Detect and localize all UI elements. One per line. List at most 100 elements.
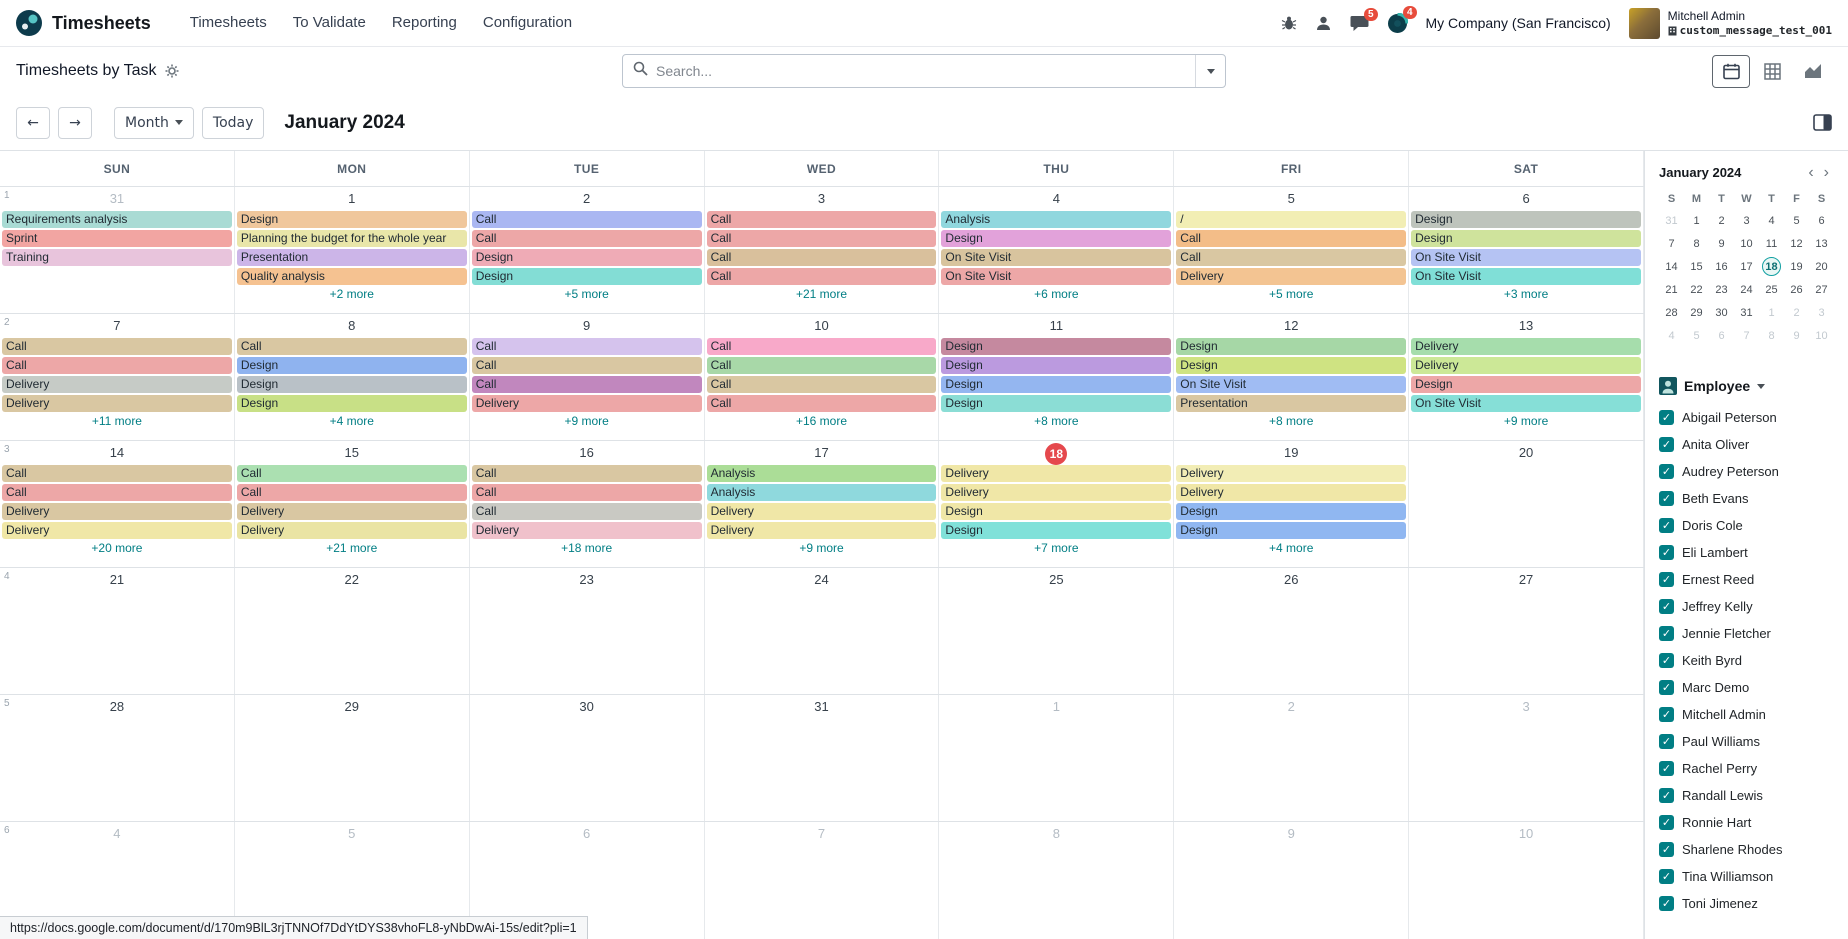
user-menu[interactable]: Mitchell Admin custom_message_test_001	[1628, 7, 1832, 39]
calendar-event[interactable]: Call	[471, 503, 702, 520]
day-cell[interactable]: 9	[1174, 822, 1410, 939]
calendar-event[interactable]: Call	[706, 249, 937, 266]
mini-day[interactable]: 23	[1715, 283, 1728, 296]
calendar-event[interactable]: Call	[706, 357, 937, 374]
day-cell[interactable]: 14 Call Call Delivery Delivery +20 more	[0, 441, 235, 567]
checkbox-checked-icon[interactable]: ✓	[1659, 707, 1674, 722]
employee-filter-item[interactable]: ✓ Abigail Peterson	[1659, 404, 1834, 431]
calendar-event[interactable]: Design	[941, 503, 1172, 520]
checkbox-checked-icon[interactable]: ✓	[1659, 653, 1674, 668]
mini-day[interactable]: 29	[1690, 306, 1703, 319]
day-cell[interactable]: 2	[1174, 695, 1410, 821]
day-cell[interactable]: 3	[1409, 695, 1644, 821]
calendar-event[interactable]: Delivery	[941, 465, 1172, 482]
mini-day[interactable]: 2	[1793, 306, 1800, 319]
search-filters-toggle[interactable]	[1195, 55, 1225, 87]
mini-day[interactable]: 7	[1668, 237, 1675, 250]
day-cell[interactable]: 25	[939, 568, 1175, 694]
calendar-event[interactable]: Design	[1176, 522, 1407, 539]
day-cell[interactable]: 9 Call Call Call Delivery +9 more	[469, 314, 705, 440]
calendar-event[interactable]: Call	[471, 211, 702, 228]
calendar-event[interactable]: On Site Visit	[1411, 249, 1641, 266]
calendar-event[interactable]: On Site Visit	[1176, 376, 1407, 393]
calendar-event[interactable]: Call	[2, 338, 232, 355]
employee-filter-header[interactable]: Employee	[1659, 377, 1834, 395]
day-cell[interactable]: 24	[704, 568, 940, 694]
day-cell[interactable]: 7	[704, 822, 940, 939]
mini-day[interactable]: 19	[1790, 260, 1803, 273]
mini-day[interactable]: 10	[1815, 329, 1828, 342]
more-events-link[interactable]: +8 more	[1269, 414, 1314, 428]
calendar-event[interactable]: On Site Visit	[1411, 268, 1641, 285]
employee-filter-item[interactable]: ✓ Tina Williamson	[1659, 863, 1834, 890]
day-cell[interactable]: 29	[234, 695, 470, 821]
settings-gear-icon[interactable]	[165, 64, 179, 78]
more-events-link[interactable]: +6 more	[1034, 287, 1079, 301]
more-events-link[interactable]: +5 more	[1269, 287, 1314, 301]
calendar-event[interactable]: Delivery	[1411, 338, 1641, 355]
day-cell[interactable]: 31 Requirements analysis Sprint Training	[0, 187, 235, 313]
mini-day[interactable]: 7	[1743, 329, 1750, 342]
prev-period-button[interactable]: ←	[16, 106, 50, 139]
calendar-event[interactable]: Requirements analysis	[2, 211, 232, 228]
employee-filter-item[interactable]: ✓ Ronnie Hart	[1659, 809, 1834, 836]
calendar-event[interactable]: On Site Visit	[941, 268, 1172, 285]
mini-day[interactable]: 1	[1768, 306, 1775, 319]
calendar-event[interactable]: Delivery	[236, 522, 467, 539]
day-cell[interactable]: 16 Call Call Call Delivery +18 more	[469, 441, 705, 567]
checkbox-checked-icon[interactable]: ✓	[1659, 626, 1674, 641]
day-cell[interactable]: 18 Delivery Delivery Design Design +7 more	[939, 441, 1175, 567]
more-events-link[interactable]: +4 more	[1269, 541, 1314, 555]
day-cell[interactable]: 23	[469, 568, 705, 694]
mini-next-icon[interactable]: ›	[1823, 163, 1829, 181]
calendar-event[interactable]: Presentation	[236, 249, 467, 266]
mini-day[interactable]: 22	[1690, 283, 1703, 296]
checkbox-checked-icon[interactable]: ✓	[1659, 410, 1674, 425]
checkbox-checked-icon[interactable]: ✓	[1659, 491, 1674, 506]
calendar-event[interactable]: Planning the budget for the whole year	[236, 230, 467, 247]
mini-day[interactable]: 18	[1759, 255, 1784, 278]
calendar-event[interactable]: Delivery	[1411, 357, 1641, 374]
more-events-link[interactable]: +21 more	[326, 541, 378, 555]
calendar-event[interactable]: Design	[1176, 357, 1407, 374]
calendar-event[interactable]: Quality analysis	[236, 268, 467, 285]
messages-icon[interactable]: 5	[1350, 7, 1378, 32]
employee-filter-item[interactable]: ✓ Mitchell Admin	[1659, 701, 1834, 728]
calendar-event[interactable]: Design	[941, 230, 1172, 247]
mini-day[interactable]: 3	[1818, 306, 1825, 319]
checkbox-checked-icon[interactable]: ✓	[1659, 518, 1674, 533]
calendar-event[interactable]: /	[1176, 211, 1407, 228]
calendar-event[interactable]: Call	[236, 338, 467, 355]
checkbox-checked-icon[interactable]: ✓	[1659, 599, 1674, 614]
day-cell[interactable]: 15 Call Call Delivery Delivery +21 more	[234, 441, 470, 567]
mini-day[interactable]: 20	[1815, 260, 1828, 273]
calendar-event[interactable]: Design	[236, 395, 467, 412]
day-cell[interactable]: 19 Delivery Delivery Design Design +4 more	[1174, 441, 1410, 567]
mini-day[interactable]: 8	[1768, 329, 1775, 342]
mini-day[interactable]: 4	[1768, 214, 1775, 227]
employee-filter-item[interactable]: ✓ Eli Lambert	[1659, 539, 1834, 566]
checkbox-checked-icon[interactable]: ✓	[1659, 680, 1674, 695]
more-events-link[interactable]: +4 more	[329, 414, 374, 428]
mini-day[interactable]: 8	[1693, 237, 1700, 250]
calendar-event[interactable]: Delivery	[2, 503, 232, 520]
menu-item-reporting[interactable]: Reporting	[391, 14, 457, 31]
calendar-event[interactable]: Analysis	[941, 211, 1172, 228]
checkbox-checked-icon[interactable]: ✓	[1659, 734, 1674, 749]
calendar-event[interactable]: Delivery	[941, 484, 1172, 501]
mini-day[interactable]: 17	[1740, 260, 1753, 273]
calendar-view-button[interactable]	[1712, 54, 1750, 88]
employee-filter-item[interactable]: ✓ Marc Demo	[1659, 674, 1834, 701]
more-events-link[interactable]: +7 more	[1034, 541, 1079, 555]
calendar-event[interactable]: Call	[471, 338, 702, 355]
calendar-event[interactable]: Design	[1176, 338, 1407, 355]
calendar-event[interactable]: Design	[471, 268, 702, 285]
more-events-link[interactable]: +2 more	[329, 287, 374, 301]
day-cell[interactable]: 22	[234, 568, 470, 694]
employee-filter-item[interactable]: ✓ Randall Lewis	[1659, 782, 1834, 809]
calendar-event[interactable]: Analysis	[706, 484, 937, 501]
calendar-event[interactable]: Design	[1411, 230, 1641, 247]
calendar-event[interactable]: On Site Visit	[1411, 395, 1641, 412]
calendar-event[interactable]: Call	[471, 484, 702, 501]
mini-prev-icon[interactable]: ‹	[1808, 163, 1814, 181]
